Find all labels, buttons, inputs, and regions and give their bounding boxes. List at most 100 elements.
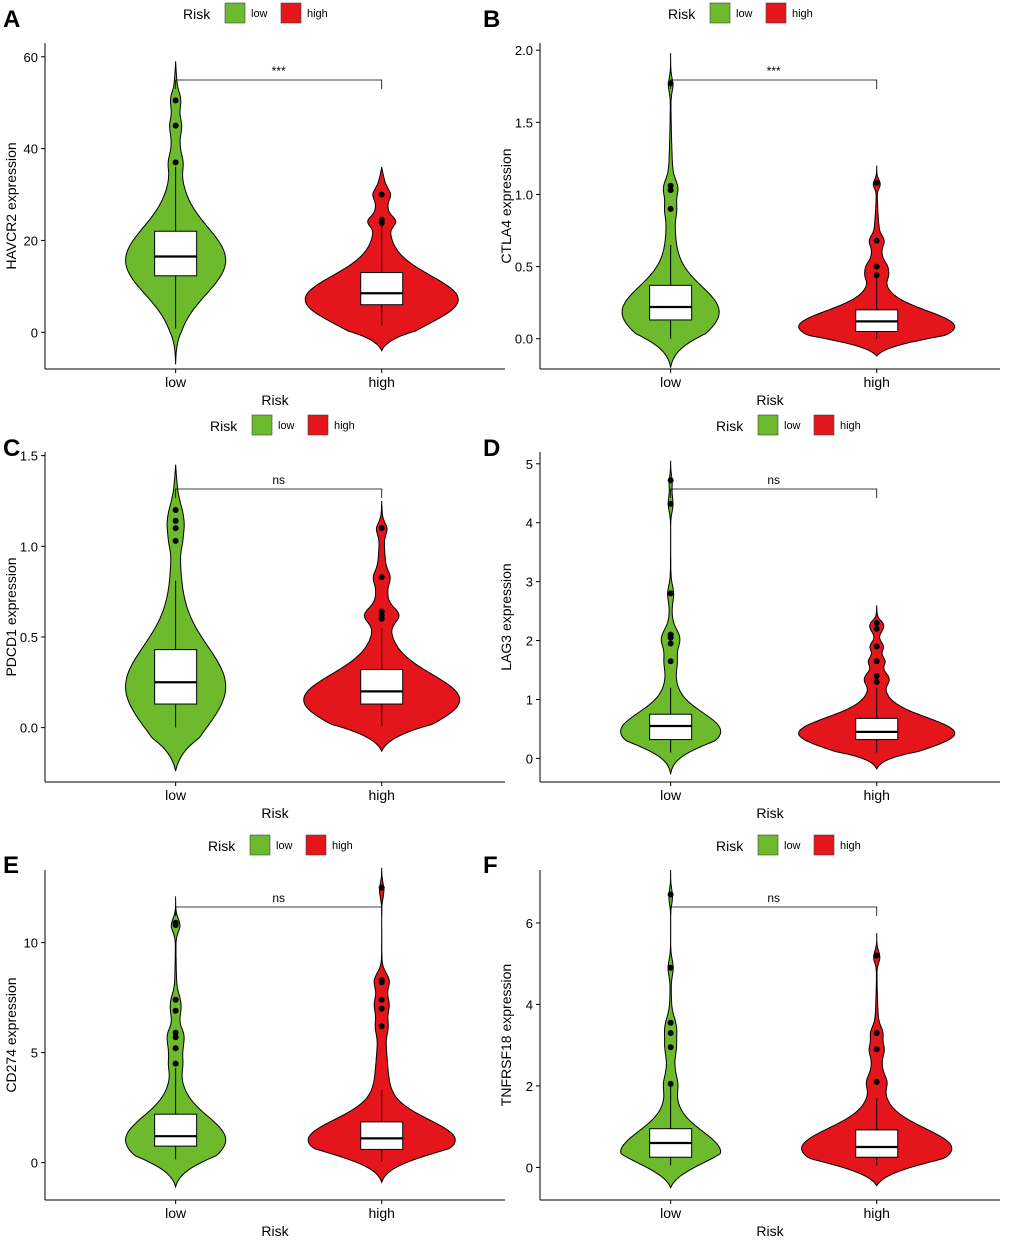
outlier-point xyxy=(667,205,674,212)
y-tick-label: 0.0 xyxy=(515,332,533,347)
y-tick-label: 20 xyxy=(24,233,38,248)
panel-F: F Risk low high 0 2 4 6 low high Risk TNFRSF18 expr… xyxy=(483,834,1000,1239)
panel-label: A xyxy=(3,6,20,33)
outlier-point xyxy=(873,643,880,650)
significance-label: ns xyxy=(272,473,285,487)
x-tick-label: low xyxy=(660,374,682,390)
outlier-point xyxy=(667,1029,674,1036)
series-low xyxy=(620,870,722,1190)
outlier-point xyxy=(172,507,179,514)
y-tick-label: 60 xyxy=(24,50,38,65)
outlier-point xyxy=(378,996,385,1003)
legend: Risk low high xyxy=(668,2,813,24)
bracket-line xyxy=(175,906,383,916)
legend-label-low: low xyxy=(251,8,268,20)
panel-label: B xyxy=(483,6,500,33)
significance-label: ns xyxy=(767,473,780,487)
violin-high xyxy=(303,500,461,753)
panel-A: A Risk low high 0 20 40 60 low high Risk HAVCR2 exp… xyxy=(3,2,505,408)
legend-swatch-high xyxy=(307,414,329,436)
y-tick-label: 6 xyxy=(526,916,533,931)
x-tick-label: low xyxy=(660,1205,682,1221)
outlier-point xyxy=(667,1019,674,1026)
legend-swatch-low xyxy=(709,2,731,24)
y-tick-label: 0.5 xyxy=(20,630,38,645)
legend-swatch-low xyxy=(251,414,273,436)
outlier-point xyxy=(172,1060,179,1067)
y-tick-label: 5 xyxy=(526,457,533,472)
legend: Risk low high xyxy=(208,834,353,856)
series-high xyxy=(304,166,459,352)
outlier-point xyxy=(172,525,179,532)
outlier-point xyxy=(873,179,880,186)
outlier-point xyxy=(873,1078,880,1085)
outlier-point xyxy=(378,1005,385,1012)
outlier-point xyxy=(873,678,880,685)
significance-bracket: *** xyxy=(670,64,878,89)
y-tick-label: 0 xyxy=(526,751,533,766)
outlier-point xyxy=(172,1007,179,1014)
significance-bracket: ns xyxy=(175,891,383,916)
outlier-point xyxy=(873,952,880,959)
box-low xyxy=(154,230,198,277)
outlier-point xyxy=(172,1034,179,1041)
y-tick-label: 0 xyxy=(526,1160,533,1175)
outlier-point xyxy=(172,97,179,104)
outlier-point xyxy=(172,159,179,166)
outlier-point xyxy=(873,263,880,270)
legend-label-high: high xyxy=(792,8,813,20)
panel-label: C xyxy=(3,435,20,462)
y-tick-label: 0 xyxy=(31,1156,38,1171)
outlier-point xyxy=(172,1045,179,1052)
outlier-point xyxy=(667,891,674,898)
series-low xyxy=(621,53,720,368)
outlier-point xyxy=(873,272,880,279)
y-axis-title: CD274 expression xyxy=(3,977,19,1092)
x-axis-title: Risk xyxy=(756,1223,784,1239)
outlier-point xyxy=(667,500,674,507)
violin-high xyxy=(798,165,956,357)
x-tick-label: high xyxy=(863,374,889,390)
outlier-point xyxy=(172,1029,179,1036)
bracket-line xyxy=(175,79,383,89)
legend-swatch-low xyxy=(757,834,779,856)
y-tick-label: 1 xyxy=(526,693,533,708)
legend-label-low: low xyxy=(276,840,293,852)
x-tick-label: high xyxy=(863,787,889,803)
legend-title: Risk xyxy=(183,6,211,22)
legend-swatch-high xyxy=(305,834,327,856)
outlier-point xyxy=(378,884,385,891)
box-low xyxy=(154,649,198,705)
y-axis-title: HAVCR2 expression xyxy=(3,142,19,269)
legend-label-high: high xyxy=(840,420,861,432)
y-tick-label: 5 xyxy=(31,1046,38,1061)
y-tick-label: 3 xyxy=(526,575,533,590)
significance-bracket: ns xyxy=(670,473,878,498)
legend-label-high: high xyxy=(334,420,355,432)
outlier-point xyxy=(873,237,880,244)
x-tick-label: high xyxy=(863,1205,889,1221)
significance-label: ns xyxy=(767,891,780,905)
y-tick-label: 2 xyxy=(526,1079,533,1094)
panel-label: F xyxy=(483,852,498,879)
legend: Risk low high xyxy=(183,2,328,24)
legend-swatch-low xyxy=(249,834,271,856)
y-axis-title: LAG3 expression xyxy=(498,563,514,670)
outlier-point xyxy=(873,1029,880,1036)
legend-swatch-high xyxy=(280,2,302,24)
significance-label: *** xyxy=(767,64,781,78)
outlier-point xyxy=(172,996,179,1003)
x-tick-label: low xyxy=(165,787,187,803)
outlier-point xyxy=(667,631,674,638)
series-high xyxy=(303,500,461,753)
outlier-point xyxy=(667,658,674,665)
legend-swatch-high xyxy=(813,414,835,436)
outlier-point xyxy=(378,977,385,983)
legend-swatch-high xyxy=(813,834,835,856)
box-low xyxy=(154,1113,198,1147)
y-tick-label: 2 xyxy=(526,634,533,649)
y-tick-label: 40 xyxy=(24,142,38,157)
outlier-point xyxy=(667,187,674,194)
bracket-line xyxy=(670,906,878,916)
y-axis-title: TNFRSF18 expression xyxy=(498,964,514,1106)
